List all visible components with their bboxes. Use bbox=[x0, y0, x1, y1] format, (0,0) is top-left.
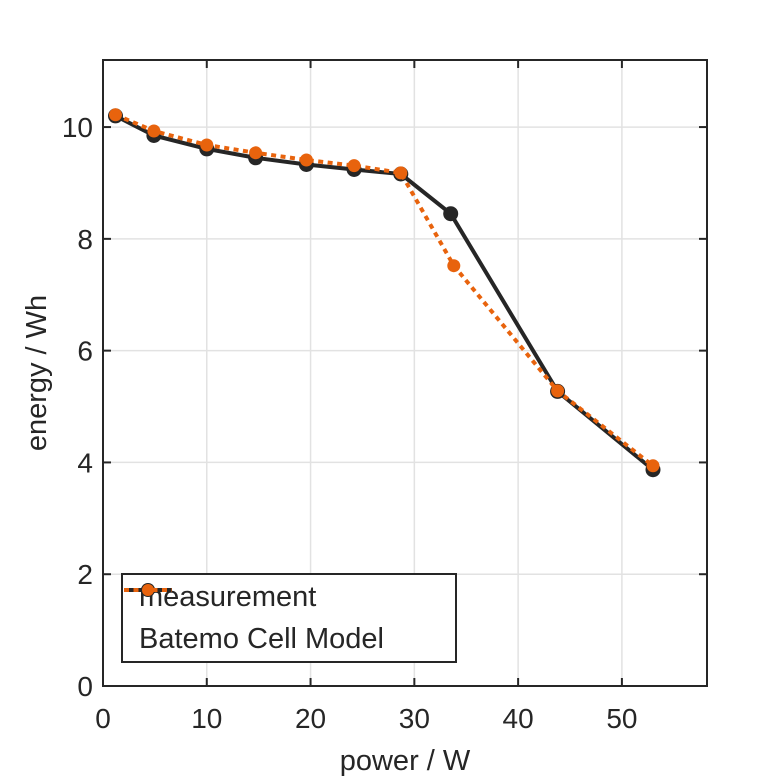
data-point-batemo-cell-model bbox=[109, 108, 122, 122]
data-point-batemo-cell-model bbox=[646, 459, 660, 473]
data-point-batemo-cell-model bbox=[394, 166, 408, 180]
legend-item-batemo-cell-model: Batemo Cell Model bbox=[124, 584, 455, 658]
data-point-batemo-cell-model bbox=[147, 124, 161, 138]
legend-sample-batemo-line bbox=[124, 584, 172, 596]
legend: measurement Batemo Cell Model bbox=[121, 573, 457, 663]
y-tick-label: 0 bbox=[77, 671, 93, 702]
y-tick-label: 2 bbox=[77, 559, 93, 590]
data-point-measurement bbox=[443, 206, 459, 222]
y-tick-label: 6 bbox=[77, 336, 93, 367]
series-line-batemo-cell-model bbox=[114, 112, 655, 468]
series-line-measurement bbox=[114, 114, 655, 472]
data-point-batemo-cell-model bbox=[200, 138, 214, 152]
data-point-batemo-cell-model bbox=[551, 384, 565, 398]
data-point-batemo-cell-model bbox=[299, 153, 313, 167]
legend-item-measurement: measurement bbox=[124, 578, 455, 616]
legend-label-batemo-cell-model: Batemo Cell Model bbox=[139, 622, 384, 655]
x-tick-label: 0 bbox=[95, 703, 111, 734]
data-point-batemo-cell-model bbox=[447, 259, 461, 273]
x-tick-label: 50 bbox=[606, 703, 637, 734]
x-tick-label: 10 bbox=[191, 703, 222, 734]
y-tick-label: 4 bbox=[77, 447, 93, 478]
y-axis-label: energy / Wh bbox=[21, 295, 53, 451]
x-tick-label: 20 bbox=[295, 703, 326, 734]
x-tick-label: 30 bbox=[399, 703, 430, 734]
data-point-batemo-cell-model bbox=[347, 159, 361, 173]
legend-label-measurement: measurement bbox=[139, 580, 317, 613]
x-tick-label: 40 bbox=[503, 703, 534, 734]
data-point-batemo-cell-model bbox=[249, 146, 263, 160]
y-tick-label: 10 bbox=[62, 112, 93, 143]
x-axis-label: power / W bbox=[340, 745, 471, 777]
y-tick-label: 8 bbox=[77, 224, 93, 255]
axis-box bbox=[102, 59, 708, 687]
